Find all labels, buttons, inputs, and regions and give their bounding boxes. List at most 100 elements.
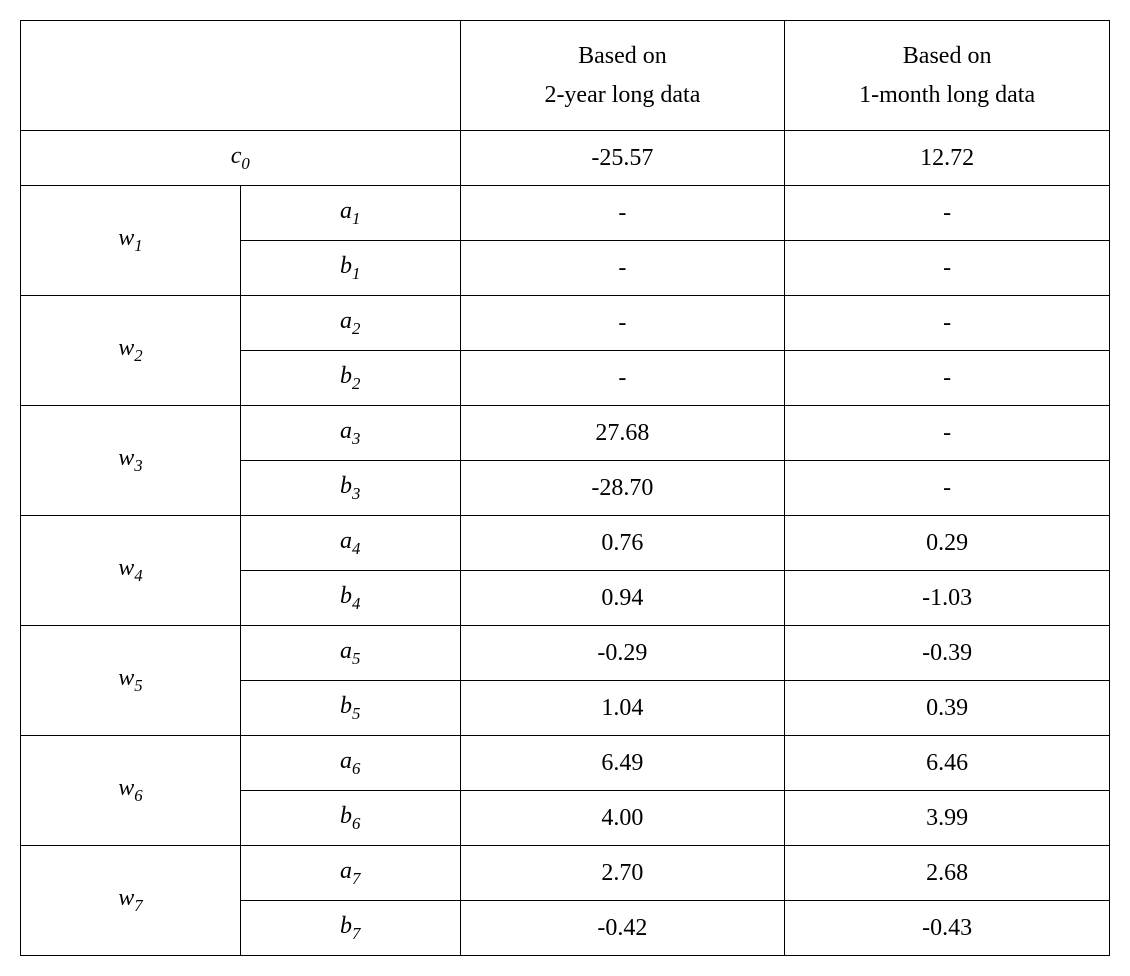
w3-label-cell: w3 — [21, 406, 241, 516]
a1-label-cell: a1 — [240, 186, 460, 241]
header-1month-line2: 1-month long data — [859, 82, 1035, 108]
b-var: b — [340, 693, 352, 719]
a7-label-cell: a7 — [240, 846, 460, 901]
table-row: w5 a5 -0.29 -0.39 — [21, 626, 1110, 681]
b-var: b — [340, 473, 352, 499]
w-sub: 3 — [134, 456, 142, 475]
a3-val-2yr: 27.68 — [460, 406, 785, 461]
table-row: w3 a3 27.68 - — [21, 406, 1110, 461]
a1-val-1mo: - — [785, 186, 1110, 241]
b-sub: 7 — [352, 923, 360, 942]
b1-val-2yr: - — [460, 241, 785, 296]
b3-label-cell: b3 — [240, 461, 460, 516]
w-sub: 5 — [134, 676, 142, 695]
a4-label-cell: a4 — [240, 516, 460, 571]
b-sub: 2 — [352, 373, 360, 392]
b-sub: 1 — [352, 263, 360, 282]
b-sub: 3 — [352, 483, 360, 502]
b1-val-1mo: - — [785, 241, 1110, 296]
w-sub: 2 — [134, 346, 142, 365]
w-var: w — [118, 665, 134, 691]
b-sub: 6 — [352, 813, 360, 832]
b1-label-cell: b1 — [240, 241, 460, 296]
a-sub: 4 — [352, 538, 360, 557]
a3-label-cell: a3 — [240, 406, 460, 461]
w-sub: 4 — [134, 566, 142, 585]
a6-label-cell: a6 — [240, 736, 460, 791]
header-2year-line1: Based on — [578, 43, 667, 69]
a-sub: 3 — [352, 428, 360, 447]
a-var: a — [340, 418, 352, 444]
a-var: a — [340, 638, 352, 664]
b-var: b — [340, 583, 352, 609]
a-sub: 1 — [352, 208, 360, 227]
b-sub: 5 — [352, 703, 360, 722]
a-var: a — [340, 308, 352, 334]
a6-val-2yr: 6.49 — [460, 736, 785, 791]
header-1month-line1: Based on — [903, 43, 992, 69]
c0-sub: 0 — [241, 153, 249, 172]
table-row: w2 a2 - - — [21, 296, 1110, 351]
w-sub: 6 — [134, 786, 142, 805]
w-var: w — [118, 775, 134, 801]
data-table-container: Based on 2-year long data Based on 1-mon… — [20, 20, 1110, 956]
a3-val-1mo: - — [785, 406, 1110, 461]
c0-var: c — [231, 143, 242, 169]
header-2year-line2: 2-year long data — [544, 82, 700, 108]
w7-label-cell: w7 — [21, 846, 241, 956]
a-sub: 2 — [352, 318, 360, 337]
a-var: a — [340, 198, 352, 224]
b7-val-2yr: -0.42 — [460, 901, 785, 956]
b7-label-cell: b7 — [240, 901, 460, 956]
table-row: w7 a7 2.70 2.68 — [21, 846, 1110, 901]
b-var: b — [340, 363, 352, 389]
w6-label-cell: w6 — [21, 736, 241, 846]
b3-val-2yr: -28.70 — [460, 461, 785, 516]
b3-val-1mo: - — [785, 461, 1110, 516]
a6-val-1mo: 6.46 — [785, 736, 1110, 791]
a5-val-2yr: -0.29 — [460, 626, 785, 681]
a2-val-2yr: - — [460, 296, 785, 351]
a5-label-cell: a5 — [240, 626, 460, 681]
b2-label-cell: b2 — [240, 351, 460, 406]
a-var: a — [340, 528, 352, 554]
w-sub: 1 — [134, 236, 142, 255]
a7-val-2yr: 2.70 — [460, 846, 785, 901]
w-var: w — [118, 555, 134, 581]
w2-label-cell: w2 — [21, 296, 241, 406]
w-var: w — [118, 225, 134, 251]
w-sub: 7 — [134, 896, 142, 915]
header-1month-col: Based on 1-month long data — [785, 21, 1110, 131]
b-var: b — [340, 253, 352, 279]
header-row: Based on 2-year long data Based on 1-mon… — [21, 21, 1110, 131]
c0-val-2yr: -25.57 — [460, 131, 785, 186]
c0-row: c0 -25.57 12.72 — [21, 131, 1110, 186]
a4-val-1mo: 0.29 — [785, 516, 1110, 571]
b4-val-1mo: -1.03 — [785, 571, 1110, 626]
a-sub: 7 — [352, 868, 360, 887]
b-var: b — [340, 803, 352, 829]
b4-label-cell: b4 — [240, 571, 460, 626]
c0-val-1mo: 12.72 — [785, 131, 1110, 186]
a7-val-1mo: 2.68 — [785, 846, 1110, 901]
b2-val-2yr: - — [460, 351, 785, 406]
a4-val-2yr: 0.76 — [460, 516, 785, 571]
table-row: w1 a1 - - — [21, 186, 1110, 241]
b6-label-cell: b6 — [240, 791, 460, 846]
parameter-table: Based on 2-year long data Based on 1-mon… — [20, 20, 1110, 956]
w-var: w — [118, 445, 134, 471]
b4-val-2yr: 0.94 — [460, 571, 785, 626]
w1-label-cell: w1 — [21, 186, 241, 296]
w-var: w — [118, 885, 134, 911]
a1-val-2yr: - — [460, 186, 785, 241]
a5-val-1mo: -0.39 — [785, 626, 1110, 681]
w5-label-cell: w5 — [21, 626, 241, 736]
b7-val-1mo: -0.43 — [785, 901, 1110, 956]
b6-val-2yr: 4.00 — [460, 791, 785, 846]
a2-val-1mo: - — [785, 296, 1110, 351]
b5-val-1mo: 0.39 — [785, 681, 1110, 736]
a-var: a — [340, 748, 352, 774]
b-sub: 4 — [352, 593, 360, 612]
a2-label-cell: a2 — [240, 296, 460, 351]
a-var: a — [340, 858, 352, 884]
